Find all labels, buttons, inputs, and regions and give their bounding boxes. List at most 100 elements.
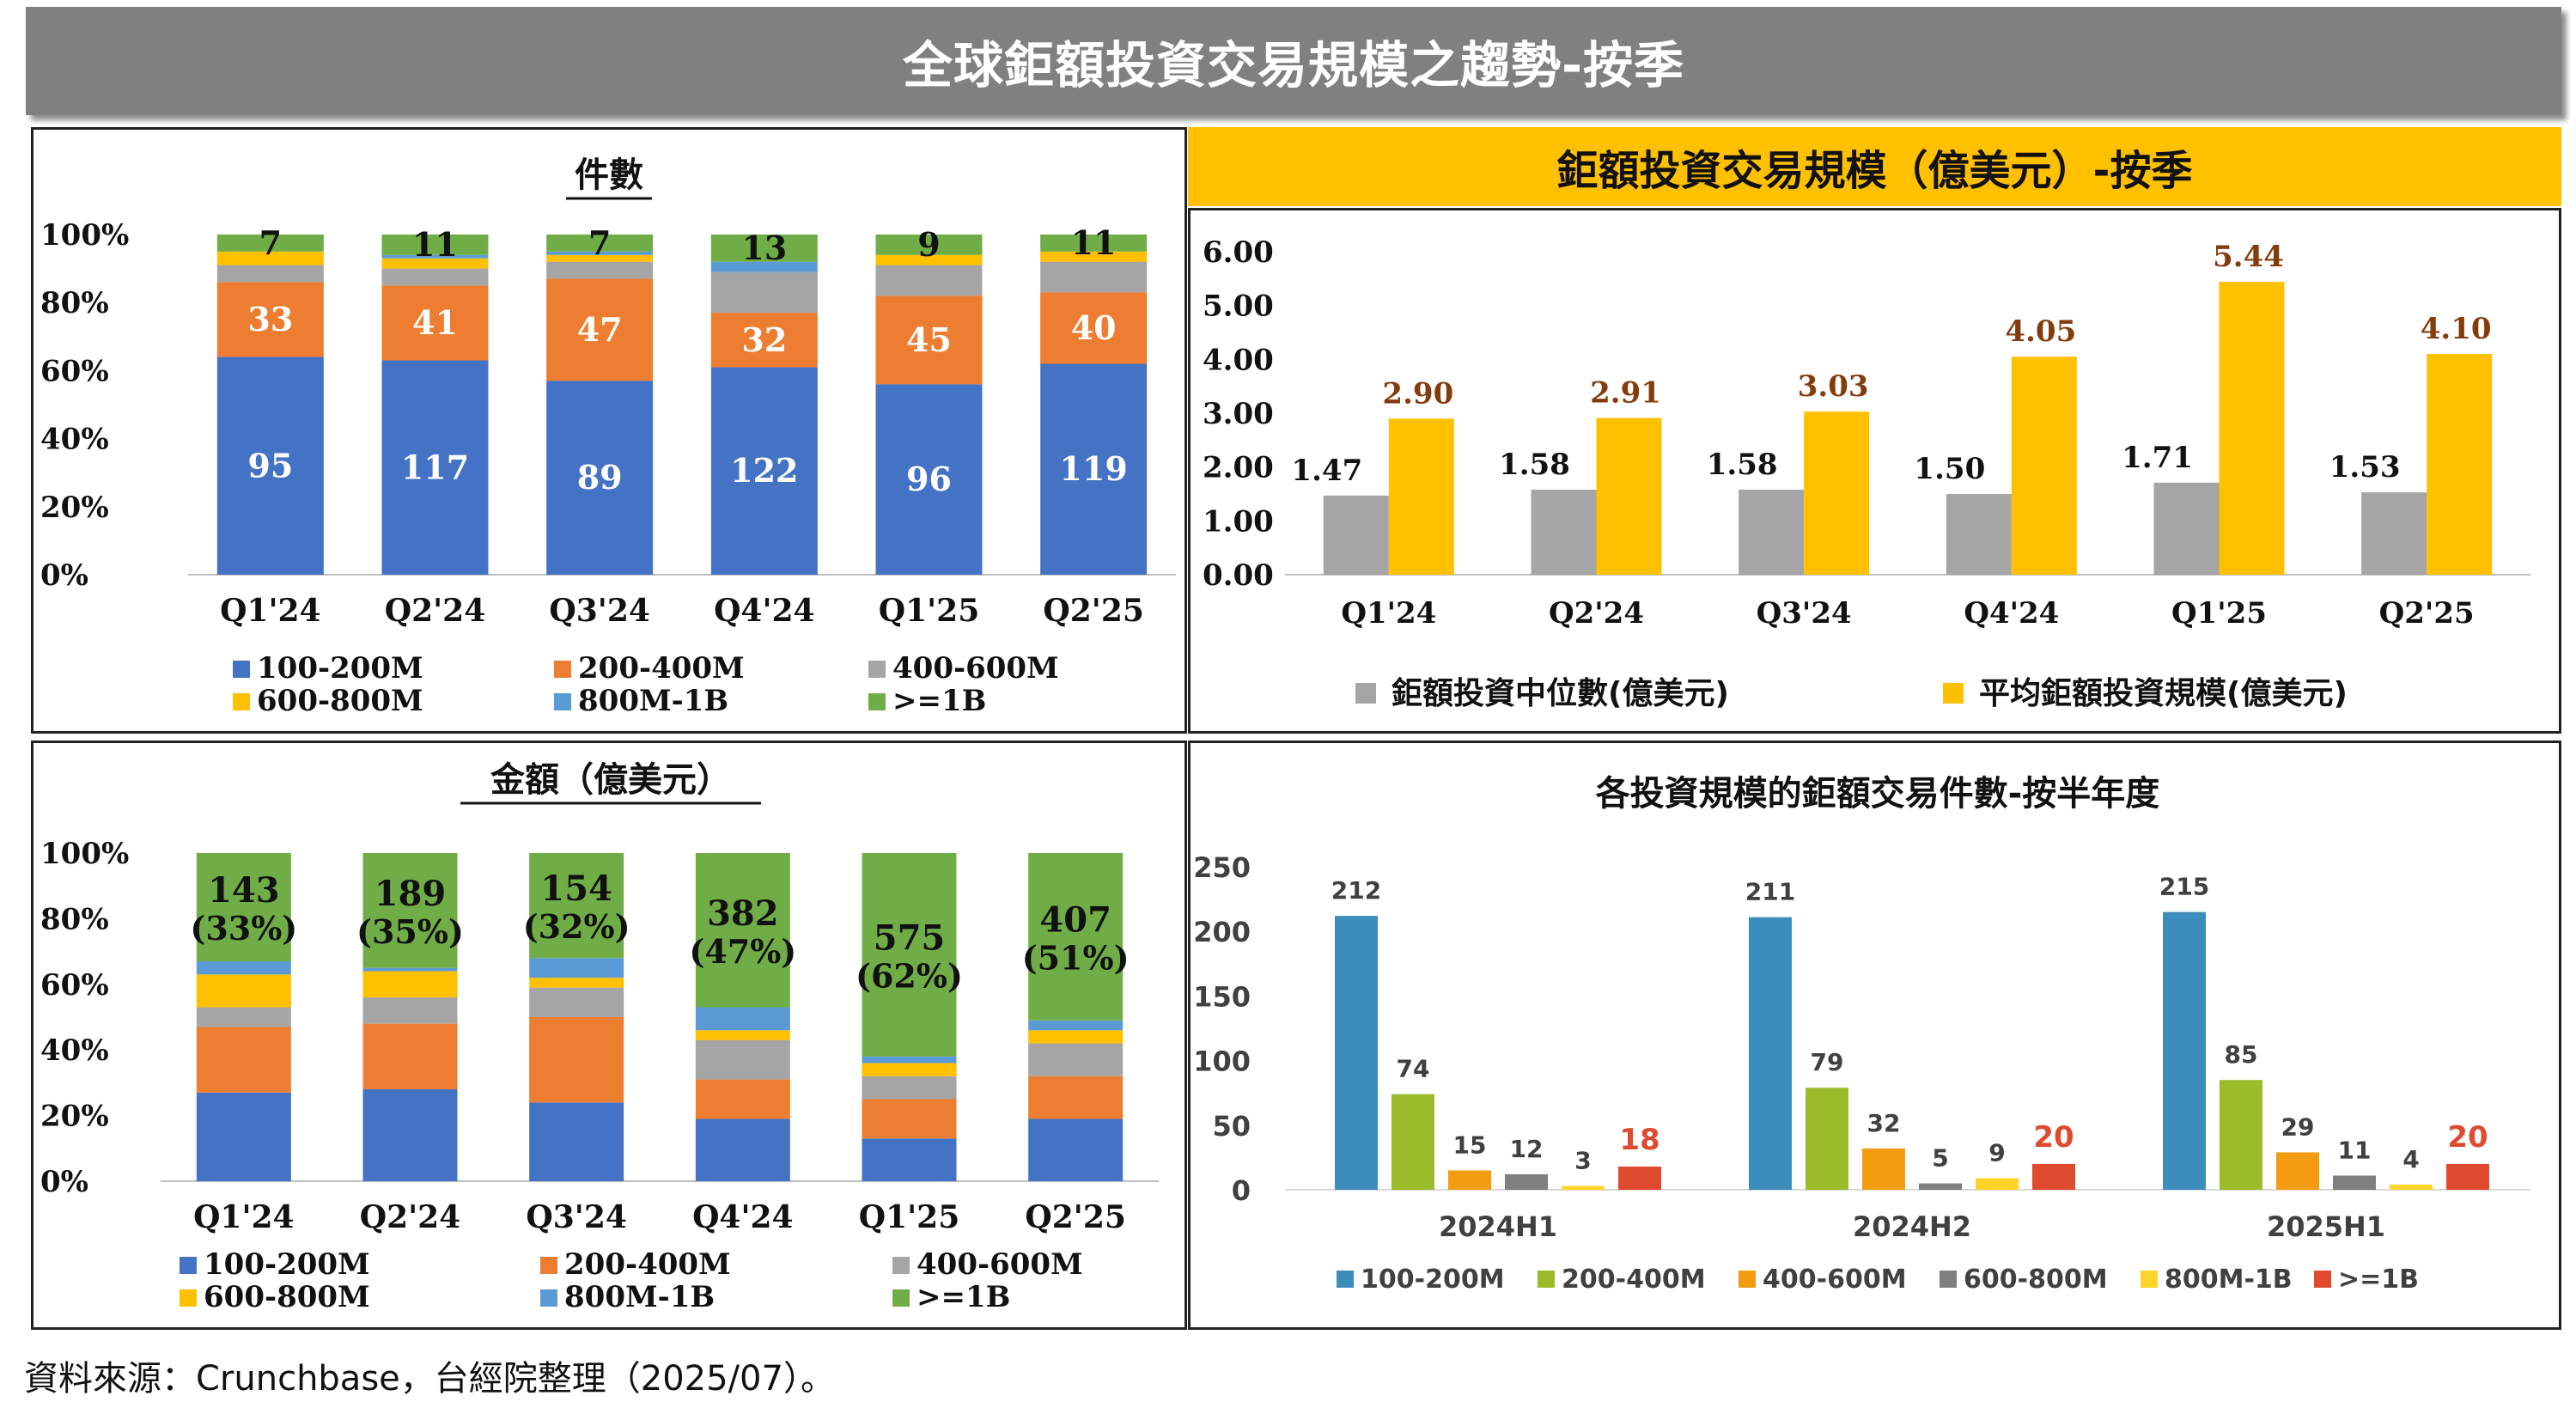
data-label: 2.91 <box>1590 376 1661 411</box>
data-label: 96 <box>906 460 952 498</box>
main-title: 全球鉅額投資交易規模之趨勢-按季 <box>902 36 1685 94</box>
x-tick-label: Q2'25 <box>1043 593 1144 629</box>
legend-label: >=1B <box>917 1280 1010 1314</box>
x-tick-label: Q3'24 <box>549 593 650 629</box>
bar->=1B <box>2446 1163 2489 1190</box>
x-tick-label: Q2'25 <box>1025 1199 1126 1235</box>
bar-segment-200-400M <box>381 285 489 361</box>
bar-segment-400-600M <box>529 987 624 1017</box>
y-tick-label: 2.00 <box>1203 451 1274 485</box>
bar-100-200M <box>1749 917 1792 1190</box>
bar-200-400M <box>2220 1080 2262 1190</box>
source-note: 資料來源：Crunchbase，台經院整理（2025/07）。 <box>24 1359 835 1399</box>
legend-label: 600-800M <box>204 1280 370 1314</box>
bar-segment-200-400M <box>216 282 324 357</box>
bar-segment->=1B <box>546 235 654 252</box>
bar-segment-400-600M <box>875 265 983 296</box>
legend-label: 100-200M <box>257 651 423 686</box>
y-tick-label: 6.00 <box>1203 235 1274 270</box>
legend-label: 600-800M <box>257 684 423 718</box>
x-tick-label: Q3'24 <box>1757 596 1852 631</box>
bar-segment-800M-1B <box>381 254 489 259</box>
y-tick-label: 20% <box>40 491 109 525</box>
bar-segment-800M-1B <box>529 958 624 978</box>
bar-segment->=1B <box>1028 853 1124 1021</box>
data-label: 7 <box>259 223 282 262</box>
data-label: 41 <box>412 303 458 342</box>
data-label: 11 <box>2338 1136 2372 1164</box>
x-tick-label: 2025H1 <box>2267 1210 2385 1243</box>
data-sublabel: (32%) <box>523 907 630 946</box>
bar-segment->=1B <box>862 853 957 1057</box>
bar-鉅額投資中位數(億美元) <box>1739 489 1805 575</box>
bar-segment->=1B <box>695 853 790 1008</box>
data-label: 5.44 <box>2213 240 2284 274</box>
data-label: 29 <box>2281 1112 2315 1141</box>
bar-鉅額投資中位數(億美元) <box>1946 494 2012 575</box>
legend-swatch-200-400M <box>1538 1271 1555 1288</box>
bar-800M-1B <box>1562 1185 1605 1190</box>
x-tick-label: Q1'24 <box>220 593 321 629</box>
legend-swatch-200-400M <box>554 661 571 678</box>
data-label: 4.05 <box>2005 314 2076 349</box>
panel-halfyear-count: 各投資規模的鉅額交易件數-按半年度 0 50 100 150 200 250 212 74 15 1… <box>1188 741 2561 1330</box>
data-label: 215 <box>2159 873 2209 901</box>
bar-segment-200-400M <box>529 1017 624 1103</box>
bar-segment-200-400M <box>362 1023 458 1090</box>
legend-swatch->=1B <box>892 1289 910 1307</box>
x-tick-label: Q1'25 <box>2171 596 2267 631</box>
data-label: 143 <box>208 870 280 911</box>
bar-segment-800M-1B <box>362 967 458 972</box>
bar-segment-600-800M <box>546 254 654 262</box>
data-label: 1.47 <box>1291 454 1362 488</box>
legend-label: 400-600M <box>1763 1265 1907 1295</box>
y-tick-label: 20% <box>40 1100 109 1134</box>
data-label: 85 <box>2225 1040 2258 1069</box>
data-sublabel: (35%) <box>356 912 464 951</box>
legend-swatch-800M-1B <box>554 693 571 710</box>
data-label: 1.53 <box>2329 450 2401 485</box>
data-label: 154 <box>540 869 612 909</box>
data-label: 1.58 <box>1707 448 1778 482</box>
x-tick-label: 2024H2 <box>1853 1210 1971 1243</box>
bar-segment-600-800M <box>1028 1030 1124 1044</box>
data-label: 3 <box>1574 1146 1591 1174</box>
legend-swatch-800M-1B <box>540 1289 557 1307</box>
panel-amount-percent: 金額（億美元） 0% 20% 40% 60% 80% 100% 143 (33%) Q1'24 18… <box>31 741 1187 1330</box>
x-tick-label: Q1'25 <box>879 593 980 629</box>
bar-segment-600-800M <box>381 258 489 269</box>
bar-segment-100-200M <box>1040 363 1148 575</box>
legend-label: 200-400M <box>564 1247 731 1282</box>
y-tick-label: 0% <box>40 1165 88 1199</box>
chart-amount-percent: 金額（億美元） 0% 20% 40% 60% 80% 100% 143(33%) Q1'24 18… <box>40 760 1159 1314</box>
legend-swatch-800M-1B <box>2141 1271 2158 1288</box>
bar-segment-100-200M <box>362 1089 458 1181</box>
legend-swatch-200-400M <box>540 1257 557 1274</box>
bar-segment->=1B <box>710 235 818 262</box>
legend-label: 200-400M <box>578 651 745 686</box>
y-tick-label: 40% <box>40 423 109 457</box>
chart-title: 件數 <box>575 155 643 195</box>
bar-segment-400-600M <box>695 1039 790 1080</box>
bar-segment-100-200M <box>695 1118 790 1181</box>
data-label: 20 <box>2447 1120 2488 1155</box>
bar-segment->=1B <box>875 235 983 255</box>
bar-600-800M <box>1505 1173 1548 1190</box>
bar-600-800M <box>2333 1175 2376 1190</box>
data-label: 47 <box>577 310 623 349</box>
bar-segment-200-400M <box>196 1027 291 1093</box>
x-tick-label: Q2'24 <box>1549 596 1644 631</box>
data-label: 13 <box>741 229 787 267</box>
bar-100-200M <box>1335 916 1378 1190</box>
bar-segment-200-400M <box>1040 292 1148 364</box>
bar-segment-400-600M <box>710 271 818 314</box>
y-tick-label: 5.00 <box>1203 290 1274 324</box>
data-label: 407 <box>1039 899 1111 940</box>
bar-segment-100-200M <box>875 384 983 575</box>
legend-swatch->=1B <box>2314 1271 2331 1288</box>
legend-label: 600-800M <box>1964 1265 2108 1295</box>
x-tick-label: Q4'24 <box>692 1199 794 1235</box>
bar-segment->=1B <box>362 853 458 968</box>
bar-segment-100-200M <box>1028 1118 1124 1181</box>
data-label: 45 <box>906 320 952 359</box>
